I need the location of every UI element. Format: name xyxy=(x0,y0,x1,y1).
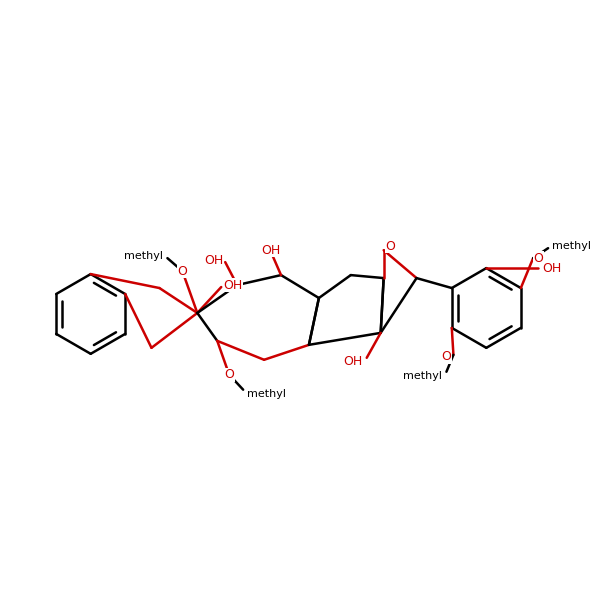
Text: methyl: methyl xyxy=(124,251,163,261)
Text: O: O xyxy=(533,251,543,265)
Text: methyl: methyl xyxy=(247,389,286,398)
Text: O: O xyxy=(178,265,187,278)
Text: O: O xyxy=(386,239,395,253)
Text: O: O xyxy=(224,368,234,381)
Text: OH: OH xyxy=(204,254,223,266)
Text: methyl: methyl xyxy=(552,241,591,251)
Text: OH: OH xyxy=(542,262,562,275)
Text: methyl: methyl xyxy=(403,371,442,381)
Text: OH: OH xyxy=(223,278,242,292)
Text: OH: OH xyxy=(262,244,281,257)
Text: O: O xyxy=(442,350,451,364)
Text: OH: OH xyxy=(343,355,363,368)
